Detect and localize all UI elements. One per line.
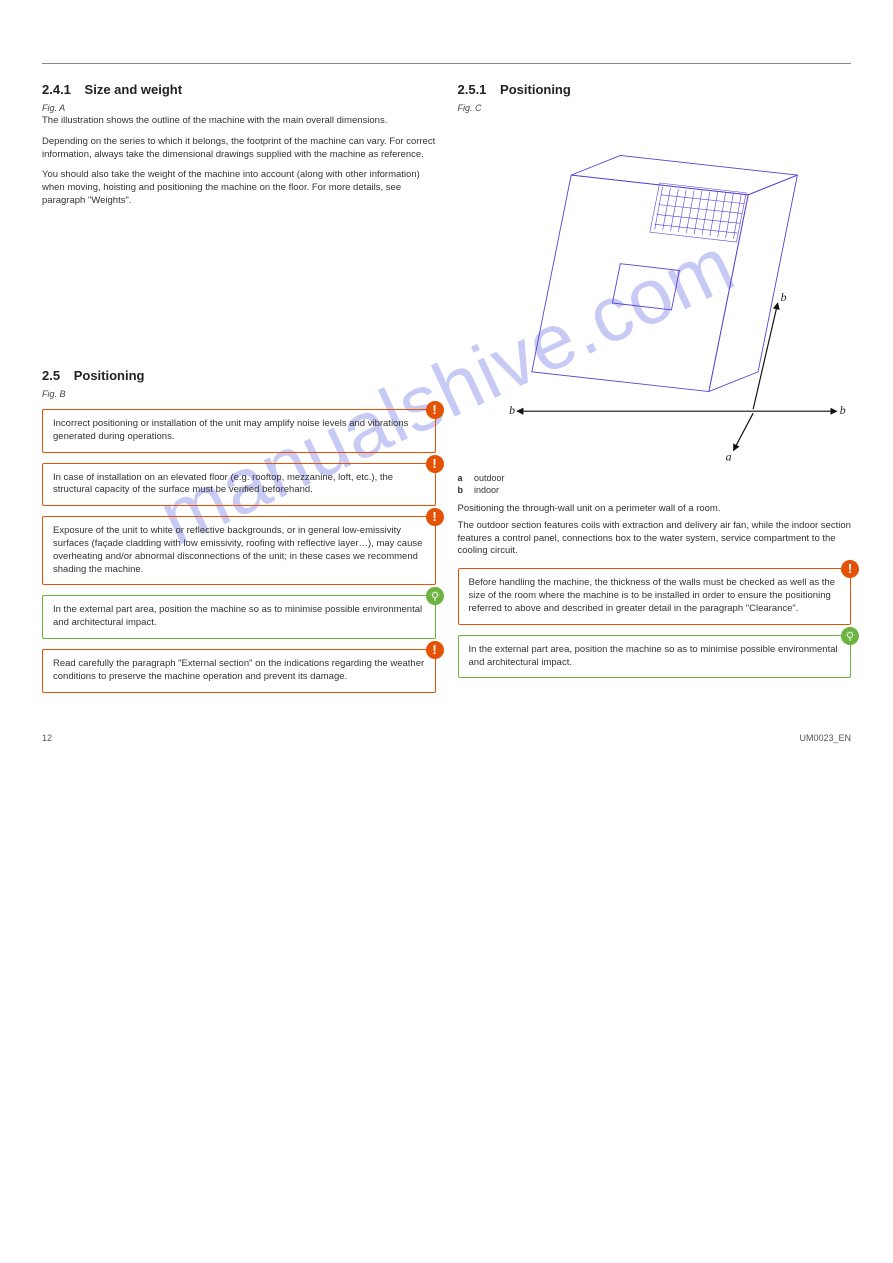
legend-key: b — [458, 485, 472, 495]
exclamation-icon: ! — [841, 560, 859, 578]
callout-text: Read carefully the paragraph "External s… — [53, 658, 424, 682]
axis-label-b-left: b — [509, 403, 515, 417]
section-number: 2.4.1 — [42, 82, 71, 97]
unit-isometric-diagram: b b b a — [458, 133, 852, 473]
right-column: 2.5.1 Positioning Fig. C — [458, 70, 852, 703]
callout-warning-reflective: ! Exposure of the unit to white or refle… — [42, 516, 436, 585]
callout-tip-external-impact: In the external part area, position the … — [42, 595, 436, 639]
two-column-layout: 2.4.1 Size and weight Fig. A The illustr… — [42, 70, 851, 703]
callout-text: In case of installation on an elevated f… — [53, 472, 393, 496]
callout-text: In the external part area, position the … — [53, 604, 422, 628]
callout-text: Before handling the machine, the thickne… — [469, 577, 835, 614]
section-heading-25: 2.5 Positioning — [42, 368, 436, 383]
legend-text: outdoor — [474, 473, 505, 483]
para-251-2: The outdoor section features coils with … — [458, 520, 852, 558]
para-241-3: You should also take the weight of the m… — [42, 169, 436, 207]
doc-reference: UM0023_EN — [799, 733, 851, 743]
page-footer: 12 UM0023_EN — [42, 733, 851, 743]
section-number: 2.5 — [42, 368, 60, 383]
section-title: Positioning — [500, 82, 571, 97]
axis-label-b-right: b — [839, 403, 845, 417]
legend-text: indoor — [474, 485, 499, 495]
section-number: 2.5.1 — [458, 82, 487, 97]
exclamation-icon: ! — [426, 455, 444, 473]
axes — [517, 303, 837, 451]
section-heading-251: 2.5.1 Positioning — [458, 82, 852, 97]
section-title: Size and weight — [85, 82, 183, 97]
figure-caption-a: Fig. A — [42, 103, 436, 113]
legend-key: a — [458, 473, 472, 483]
left-column: 2.4.1 Size and weight Fig. A The illustr… — [42, 70, 436, 703]
figure-caption-b: Fig. B — [42, 389, 436, 399]
unit-outline — [531, 155, 797, 391]
page-root: manualshive.com 2.4.1 Size and weight Fi… — [0, 0, 893, 783]
axis-label-b-up: b — [780, 290, 786, 304]
page-number: 12 — [42, 733, 52, 743]
callout-warning-positioning: ! Incorrect positioning or installation … — [42, 409, 436, 453]
section-title: Positioning — [74, 368, 145, 383]
para-251-1: Positioning the through-wall unit on a p… — [458, 503, 852, 516]
para-241-1: The illustration shows the outline of th… — [42, 115, 436, 128]
grille-icon — [649, 183, 745, 242]
section-heading-241: 2.4.1 Size and weight — [42, 82, 436, 97]
callout-warning-external-section: ! Read carefully the paragraph "External… — [42, 649, 436, 693]
header-bar — [42, 50, 851, 64]
callout-tip-external-impact-right: In the external part area, position the … — [458, 635, 852, 679]
callout-warning-elevated-floor: ! In case of installation on an elevated… — [42, 463, 436, 507]
exclamation-icon: ! — [426, 508, 444, 526]
diagram-svg: b b b a — [458, 133, 852, 473]
para-241-2: Depending on the series to which it belo… — [42, 136, 436, 162]
figure-caption-c: Fig. C — [458, 103, 852, 113]
callout-text: Incorrect positioning or installation of… — [53, 418, 408, 442]
exclamation-icon: ! — [426, 641, 444, 659]
lightbulb-icon — [426, 587, 444, 605]
legend-b: b indoor — [458, 485, 852, 495]
callout-text: Exposure of the unit to white or reflect… — [53, 525, 422, 574]
callout-text: In the external part area, position the … — [469, 644, 838, 668]
legend-a: a outdoor — [458, 473, 852, 483]
lightbulb-icon — [841, 627, 859, 645]
exclamation-icon: ! — [426, 401, 444, 419]
callout-warning-wall-thickness: ! Before handling the machine, the thick… — [458, 568, 852, 624]
axis-label-a: a — [725, 449, 731, 463]
